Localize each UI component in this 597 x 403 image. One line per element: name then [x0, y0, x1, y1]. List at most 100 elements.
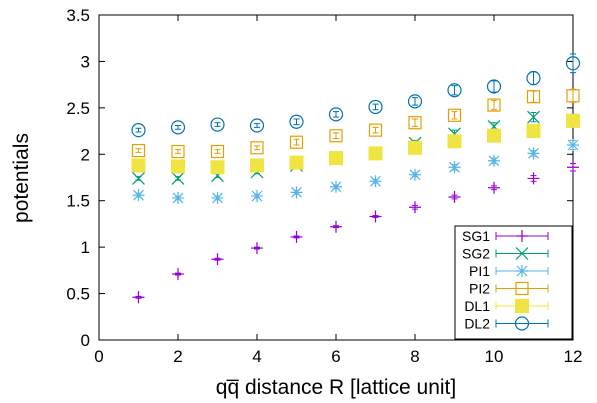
data-point — [488, 181, 500, 194]
data-point — [131, 123, 146, 138]
error-bar — [135, 127, 142, 133]
data-point — [329, 151, 343, 165]
data-point — [567, 139, 579, 151]
series-pi1 — [132, 139, 579, 204]
legend-line — [495, 284, 549, 293]
legend-label: DL1 — [464, 298, 490, 314]
data-point — [210, 117, 225, 132]
error-bar — [412, 97, 418, 106]
y-tick-label: 3.5 — [66, 6, 90, 25]
data-point — [369, 210, 382, 223]
y-tick-label: 1 — [81, 238, 90, 257]
y-tick-label: 0 — [81, 331, 90, 350]
data-point — [526, 71, 541, 86]
data-point — [249, 118, 265, 133]
data-point — [172, 268, 184, 281]
error-bar — [372, 126, 379, 134]
series-dl2 — [131, 53, 581, 138]
data-point — [407, 94, 423, 109]
data-point — [487, 128, 501, 143]
legend-marker — [515, 299, 529, 313]
legend-marker — [515, 281, 529, 296]
y-tick-label: 0.5 — [66, 285, 90, 304]
data-point — [527, 172, 540, 185]
data-point — [171, 172, 185, 185]
error-bar — [254, 123, 260, 128]
data-point — [330, 220, 342, 233]
data-point — [251, 190, 263, 203]
legend-label: SG2 — [462, 246, 490, 262]
error-bar — [214, 149, 221, 154]
x-tick-label: 8 — [410, 347, 419, 366]
error-bar — [293, 138, 300, 146]
error-bar — [333, 111, 339, 118]
data-point — [408, 140, 422, 155]
error-bar — [412, 118, 418, 127]
x-tick-label: 0 — [94, 347, 103, 366]
data-point — [131, 158, 146, 173]
legend-label: PI2 — [469, 281, 490, 297]
data-point — [408, 116, 422, 130]
data-point — [527, 110, 540, 124]
data-point — [447, 83, 462, 98]
data-point — [210, 144, 225, 159]
legend-label: SG1 — [462, 228, 490, 244]
error-bar — [372, 103, 379, 111]
x-axis-label: qq̅ distance R [lattice unit] — [216, 376, 456, 399]
y-tick-label: 1.5 — [66, 192, 90, 211]
data-point — [250, 141, 264, 155]
y-axis-label: potentials — [10, 133, 33, 223]
error-bar — [451, 111, 458, 120]
data-point — [251, 242, 263, 255]
error-bar — [175, 149, 181, 154]
data-point — [329, 129, 343, 143]
x-tick-label: 4 — [252, 347, 261, 366]
data-point — [448, 161, 461, 174]
x-tick-label: 2 — [173, 347, 182, 366]
x-axis-ticks: 0 2 4 6 8 10 12 — [94, 15, 582, 366]
x-tick-label: 10 — [485, 347, 504, 366]
data-point — [566, 89, 580, 103]
data-point — [131, 143, 146, 158]
x-tick-label: 6 — [331, 347, 340, 366]
data-point — [448, 191, 461, 203]
data-point — [210, 160, 225, 175]
legend-marker — [514, 316, 530, 331]
data-point — [409, 168, 421, 181]
error-bar — [214, 122, 221, 127]
data-point — [132, 291, 145, 304]
data-point — [409, 201, 421, 214]
error-bar — [530, 71, 537, 86]
data-point — [369, 175, 382, 188]
y-tick-label: 2.5 — [66, 99, 90, 118]
data-point — [368, 146, 383, 161]
error-bar — [254, 145, 260, 151]
data-point — [486, 79, 502, 94]
data-point — [132, 189, 145, 202]
error-bar — [530, 90, 537, 103]
legend-marker — [516, 265, 528, 277]
data-point — [526, 90, 541, 104]
series-sg2 — [132, 110, 580, 185]
data-point — [488, 154, 500, 167]
data-point — [527, 147, 540, 160]
data-point — [289, 155, 304, 170]
data-point — [250, 158, 264, 173]
data-point — [289, 114, 304, 129]
data-point — [289, 135, 304, 149]
data-point — [565, 56, 581, 71]
legend-label: PI1 — [469, 263, 490, 279]
error-bar — [491, 99, 497, 111]
y-tick-label: 2 — [81, 145, 90, 164]
series-dl1 — [131, 113, 580, 175]
data-point — [567, 161, 579, 174]
legend-label: DL2 — [464, 316, 490, 332]
legend-marker — [516, 230, 528, 242]
data-point — [290, 186, 303, 199]
data-point — [368, 99, 383, 115]
data-point — [447, 134, 462, 149]
error-bar — [135, 148, 142, 153]
series-sg1 — [132, 161, 579, 304]
